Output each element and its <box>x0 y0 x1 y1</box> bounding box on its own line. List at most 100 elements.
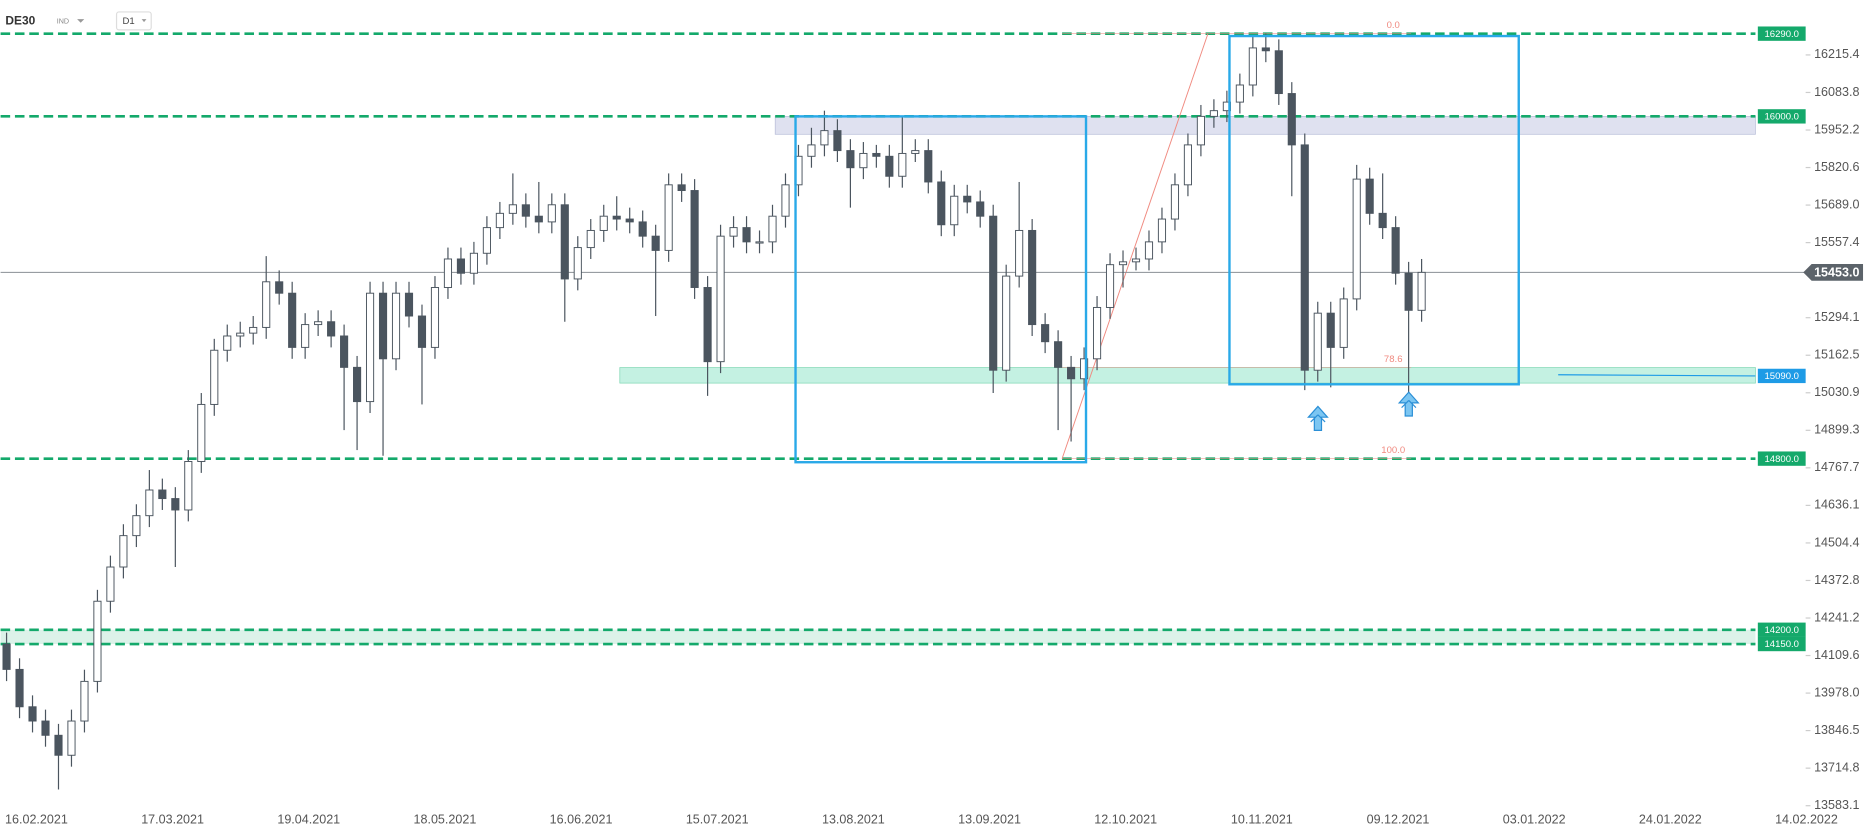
candle-body <box>508 204 517 214</box>
symbol: DE30 <box>5 14 35 28</box>
candle-body <box>1131 258 1141 263</box>
candle-body <box>807 144 816 157</box>
candle-body <box>1313 312 1322 371</box>
x-tick-label: 18.05.2021 <box>414 812 477 826</box>
candle-body <box>340 335 349 368</box>
y-tick-label: 15820.6 <box>1814 160 1859 174</box>
level-line <box>1558 374 1756 377</box>
candle-body <box>963 195 972 203</box>
candle-body <box>314 321 323 326</box>
y-tick-label: 14241.2 <box>1814 610 1859 624</box>
candle-body <box>651 235 660 251</box>
candle-body <box>690 190 699 288</box>
candle-body <box>184 461 193 511</box>
candle-body <box>1015 229 1024 277</box>
candle-body <box>1391 227 1400 274</box>
candle-body <box>365 292 375 403</box>
level-label: 15090.0 <box>1764 371 1799 382</box>
y-tick-label: 14109.6 <box>1814 648 1859 662</box>
candle-body <box>742 227 751 243</box>
candle-body <box>1105 264 1115 308</box>
candle-body <box>1080 358 1089 380</box>
candle-body <box>54 734 63 756</box>
candle-body <box>989 215 998 371</box>
y-tick-label: 13978.0 <box>1814 685 1859 699</box>
candle-body <box>625 218 634 223</box>
candle-body <box>378 292 388 360</box>
candle-body <box>1300 144 1309 371</box>
y-tick-label: 15689.0 <box>1814 197 1859 211</box>
candle-body <box>443 258 453 288</box>
candle-body <box>1378 212 1387 229</box>
x-tick-label: 17.03.2021 <box>141 812 204 826</box>
candle-body <box>288 292 297 348</box>
candle-body <box>872 152 881 157</box>
level-label-bg <box>1757 451 1806 466</box>
candle-body <box>1041 324 1050 343</box>
candle-body <box>638 221 647 237</box>
candle-body <box>729 227 738 237</box>
candle-body <box>781 184 790 217</box>
dropdown-arrow[interactable] <box>77 19 85 23</box>
candle-body <box>1339 298 1348 348</box>
y-tick-label: 15294.1 <box>1814 310 1859 324</box>
candle-body <box>197 403 206 462</box>
signal-arrow <box>1397 391 1420 417</box>
x-tick-label: 10.11.2021 <box>1231 812 1293 826</box>
candle-body <box>1067 366 1076 380</box>
candle-body <box>534 215 543 223</box>
level-label-bg <box>1757 109 1806 124</box>
dropdown-arrow[interactable] <box>141 19 147 23</box>
candle-body <box>67 720 76 756</box>
candle-body <box>586 229 595 249</box>
current-price-label: 15453.0 <box>1814 265 1859 279</box>
candle-body <box>859 152 868 169</box>
y-tick-label: 16083.8 <box>1814 85 1859 99</box>
candle-body <box>236 332 245 337</box>
x-tick-label: 15.07.2021 <box>686 812 749 826</box>
level-label-bg <box>1757 622 1806 637</box>
candle-body <box>599 215 608 231</box>
y-tick-label: 13714.8 <box>1814 760 1859 774</box>
level-label: 14800.0 <box>1764 454 1799 465</box>
candle-body <box>1352 178 1361 300</box>
candle-body <box>1248 47 1257 86</box>
candle-body <box>677 184 686 192</box>
candle-body <box>703 287 712 363</box>
fib-label: 0.0 <box>1387 20 1400 31</box>
candle-body <box>145 489 154 517</box>
candle-body <box>1183 144 1192 186</box>
support-zone <box>0 629 1756 645</box>
candle-body <box>1002 275 1011 371</box>
candle-body <box>755 241 764 244</box>
signal-arrow <box>1307 405 1329 431</box>
timeframe[interactable]: D1 <box>123 16 135 27</box>
candle-body <box>664 184 673 251</box>
y-tick-label: 14372.8 <box>1814 573 1859 587</box>
candle-body <box>1196 115 1205 146</box>
resistance-zone <box>774 116 1756 135</box>
y-tick-label: 14636.1 <box>1814 498 1859 512</box>
level-label: 16000.0 <box>1764 111 1799 122</box>
x-tick-label: 19.04.2021 <box>277 812 340 826</box>
candle-body <box>1209 110 1218 117</box>
candle-body <box>1417 271 1426 311</box>
y-tick-label: 15952.2 <box>1814 122 1859 136</box>
timeframe-box[interactable] <box>115 11 152 31</box>
candle-body <box>301 324 310 348</box>
candle-body <box>1287 93 1296 146</box>
candle-body <box>1144 241 1154 260</box>
candle-body <box>171 498 180 511</box>
candle-body <box>833 130 842 152</box>
fib-trend-line <box>1061 33 1209 459</box>
candle-body <box>119 535 128 568</box>
candle-body <box>911 150 920 154</box>
candle-body <box>28 706 37 722</box>
candle-body <box>404 292 414 317</box>
y-tick-label: 14504.4 <box>1814 535 1859 549</box>
candle-body <box>1235 84 1244 103</box>
range-box <box>1228 34 1520 386</box>
candle-body <box>521 204 530 217</box>
candle-body <box>1170 184 1180 220</box>
